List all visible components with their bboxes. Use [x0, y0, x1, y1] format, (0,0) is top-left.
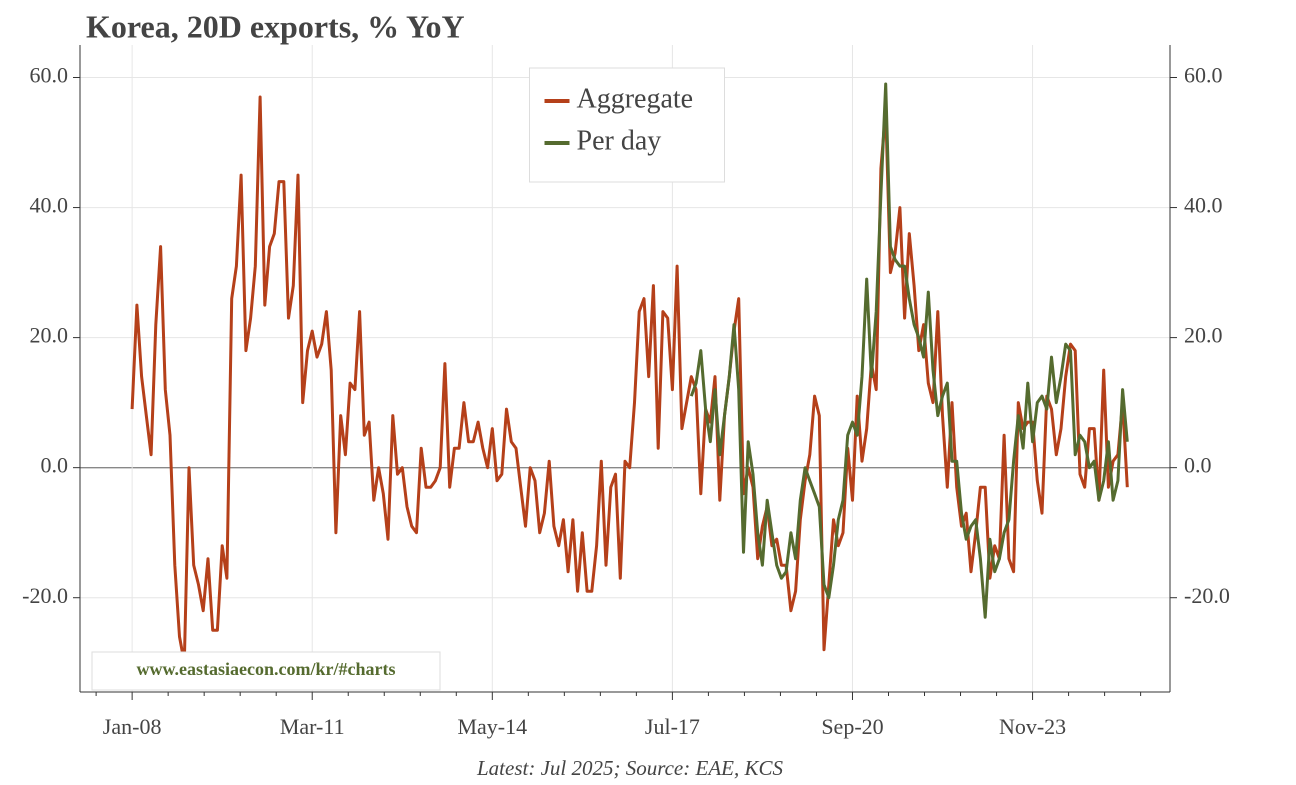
x-tick-label: Sep-20	[821, 714, 883, 739]
y2-tick-label: 40.0	[1184, 193, 1223, 218]
y-tick-label: 20.0	[30, 323, 69, 348]
x-tick-label: May-14	[457, 714, 527, 739]
legend-label: Per day	[577, 125, 662, 156]
legend-box	[529, 67, 725, 183]
y2-tick-label: -20.0	[1184, 583, 1230, 608]
x-tick-label: Jan-08	[103, 714, 162, 739]
y2-tick-label: 0.0	[1184, 453, 1212, 478]
y2-tick-label: 20.0	[1184, 323, 1223, 348]
chart-title: Korea, 20D exports, % YoY	[86, 8, 465, 44]
x-tick-label: Jul-17	[645, 714, 700, 739]
y2-tick-label: 60.0	[1184, 63, 1223, 88]
y-tick-label: 60.0	[30, 63, 69, 88]
watermark: www.eastasiaecon.com/kr/#charts	[137, 659, 396, 679]
watermark-box	[91, 651, 441, 691]
y-tick-label: -20.0	[22, 583, 68, 608]
x-tick-label: Nov-23	[999, 714, 1066, 739]
legend-label: Aggregate	[577, 83, 694, 114]
y-tick-label: 40.0	[30, 193, 69, 218]
y-tick-label: 0.0	[41, 453, 69, 478]
x-tick-label: Mar-11	[280, 714, 345, 739]
series-line	[689, 82, 1129, 619]
series-line	[130, 95, 1129, 665]
footer: Latest: Jul 2025; Source: EAE, KCS	[476, 756, 784, 780]
